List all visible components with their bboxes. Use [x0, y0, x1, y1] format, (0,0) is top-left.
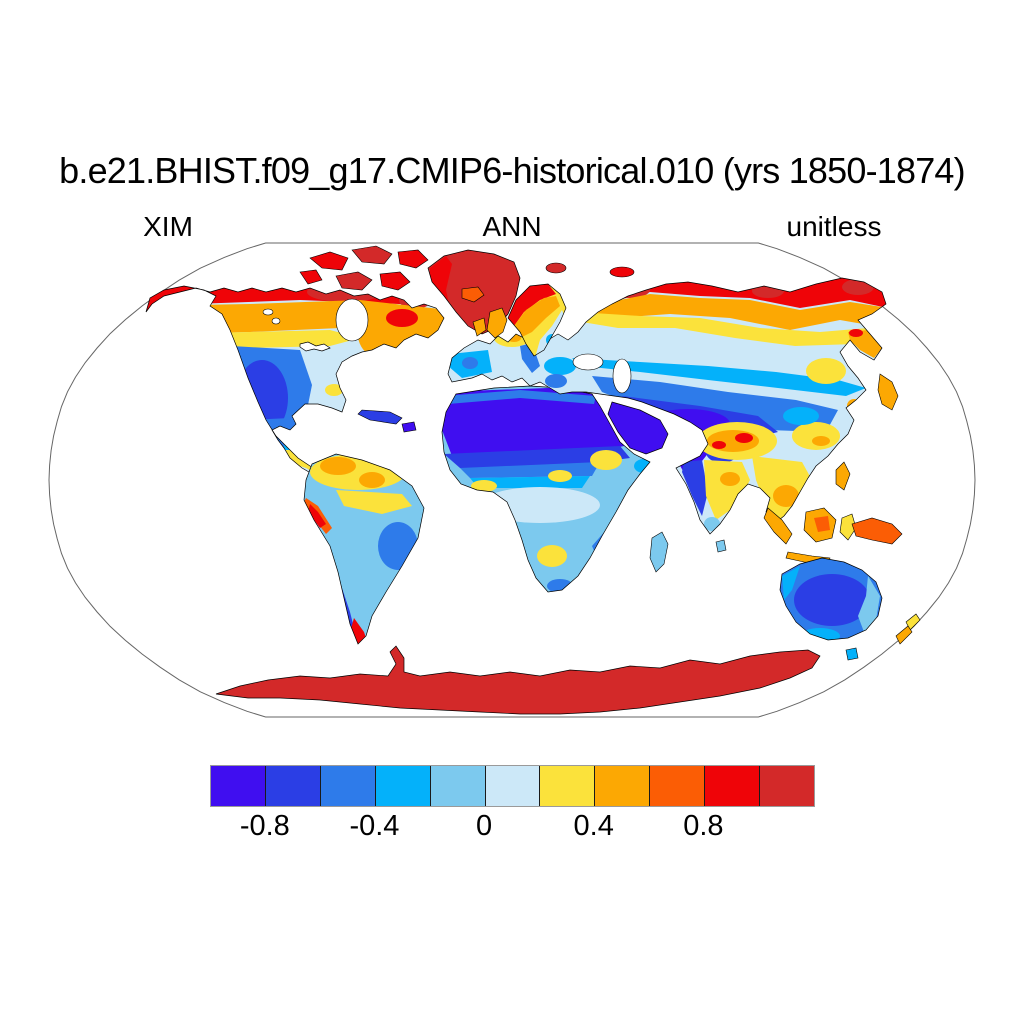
- units-label: unitless: [786, 211, 882, 242]
- coastline-greenland: [427, 249, 521, 335]
- colorbar-tick-label: -0.8: [239, 810, 290, 842]
- black-sea: [572, 353, 604, 371]
- region-new-zealand-south: [895, 625, 913, 645]
- hudson-bay: [335, 298, 369, 342]
- coastline-scandinavia: [507, 283, 567, 357]
- colorbar-boxes: [211, 766, 814, 806]
- colorbar-box: [540, 766, 596, 806]
- region-madagascar: [649, 531, 669, 573]
- colorbar: [210, 765, 815, 807]
- colorbar-tick-label: 0.4: [573, 810, 614, 842]
- region-japan: [877, 373, 899, 411]
- region-ireland: [472, 317, 487, 337]
- colorbar-box: [485, 766, 541, 806]
- season-label: ANN: [482, 211, 542, 242]
- region-canadian-arctic: [299, 245, 429, 291]
- lake-great-slave: [271, 317, 281, 325]
- region-cuba: [357, 409, 403, 425]
- region-antarctica: [215, 645, 821, 715]
- region-sri-lanka: [715, 539, 727, 553]
- region-arabia: [607, 401, 669, 455]
- region-svalbard: [545, 262, 567, 274]
- colorbar-tick-label: 0.8: [683, 810, 724, 842]
- colorbar-box: [375, 766, 431, 806]
- colorbar-box: [320, 766, 376, 806]
- coastline-south-america: [303, 453, 425, 645]
- region-maritime-continent: [763, 461, 903, 565]
- region-britain: [486, 307, 508, 339]
- region-hispaniola: [401, 421, 417, 433]
- coastline-africa: [441, 385, 651, 593]
- region-tasmania: [845, 647, 859, 661]
- colorbar-box: [650, 766, 706, 806]
- colorbar-box: [760, 766, 814, 806]
- plot-title: b.e21.BHIST.f09_g17.CMIP6-historical.010…: [59, 150, 966, 191]
- colorbar-box: [211, 766, 266, 806]
- coastline-eurasia: [447, 277, 887, 535]
- colorbar-box: [595, 766, 651, 806]
- region-novaya-zemlya: [609, 266, 635, 278]
- region-iceland: [461, 286, 485, 303]
- colorbar-tick-label: -0.4: [349, 810, 400, 842]
- coastline-australia: [779, 557, 883, 641]
- colorbar-ticks: -0.8 -0.4 0 0.4 0.8: [210, 810, 813, 844]
- great-lakes: [299, 341, 331, 352]
- caspian-sea: [612, 358, 632, 394]
- colorbar-box: [430, 766, 486, 806]
- colorbar-tick-label: 0: [476, 810, 493, 842]
- colorbar-box: [265, 766, 321, 806]
- lake-great-bear: [262, 308, 274, 316]
- coastline-north-america: [145, 285, 445, 481]
- variable-label: XIM: [143, 211, 193, 242]
- colorbar-box: [705, 766, 761, 806]
